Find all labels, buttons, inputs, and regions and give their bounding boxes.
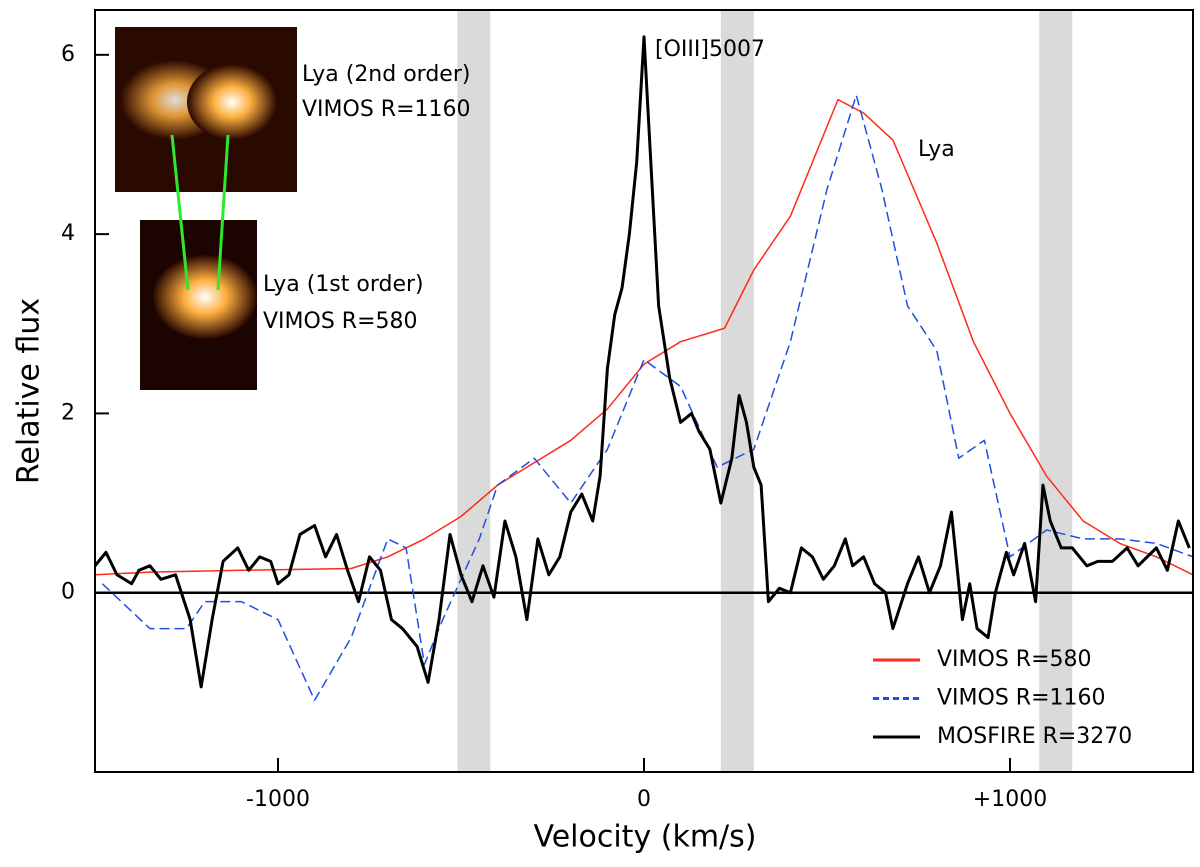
data-line	[101, 94, 1194, 702]
x-tick-label: -1000	[246, 787, 310, 812]
legend-label: MOSFIRE R=3270	[937, 724, 1132, 749]
shaded-band	[457, 10, 491, 772]
data-line	[94, 98, 1194, 576]
inset-blob	[187, 64, 277, 140]
annotation: Lya (1st order)	[263, 272, 424, 297]
y-tick-label: 4	[61, 221, 75, 246]
x-tick-label: +1000	[973, 787, 1047, 812]
inset-blob	[153, 255, 257, 339]
connector	[170, 134, 190, 291]
shaded-band	[1039, 10, 1073, 772]
y-tick-label: 2	[61, 400, 75, 425]
y-axis-label: Relative flux	[12, 298, 47, 484]
annotation: Lya	[918, 137, 955, 162]
x-axis-label: Velocity (km/s)	[534, 820, 757, 855]
annotation: VIMOS R=580	[263, 309, 418, 334]
shaded-band	[720, 10, 754, 772]
y-tick-label: 6	[61, 42, 75, 67]
y-tick-label: 0	[61, 580, 75, 605]
legend-label: VIMOS R=1160	[937, 686, 1106, 711]
inset-images	[115, 27, 297, 390]
legend-label: VIMOS R=580	[937, 647, 1092, 672]
annotation: VIMOS R=1160	[302, 97, 471, 122]
annotation: [OIII]5007	[655, 37, 765, 62]
connector	[216, 134, 230, 291]
annotation: Lya (2nd order)	[302, 62, 470, 87]
data-line	[93, 35, 1191, 689]
x-tick-label: 0	[637, 787, 651, 812]
